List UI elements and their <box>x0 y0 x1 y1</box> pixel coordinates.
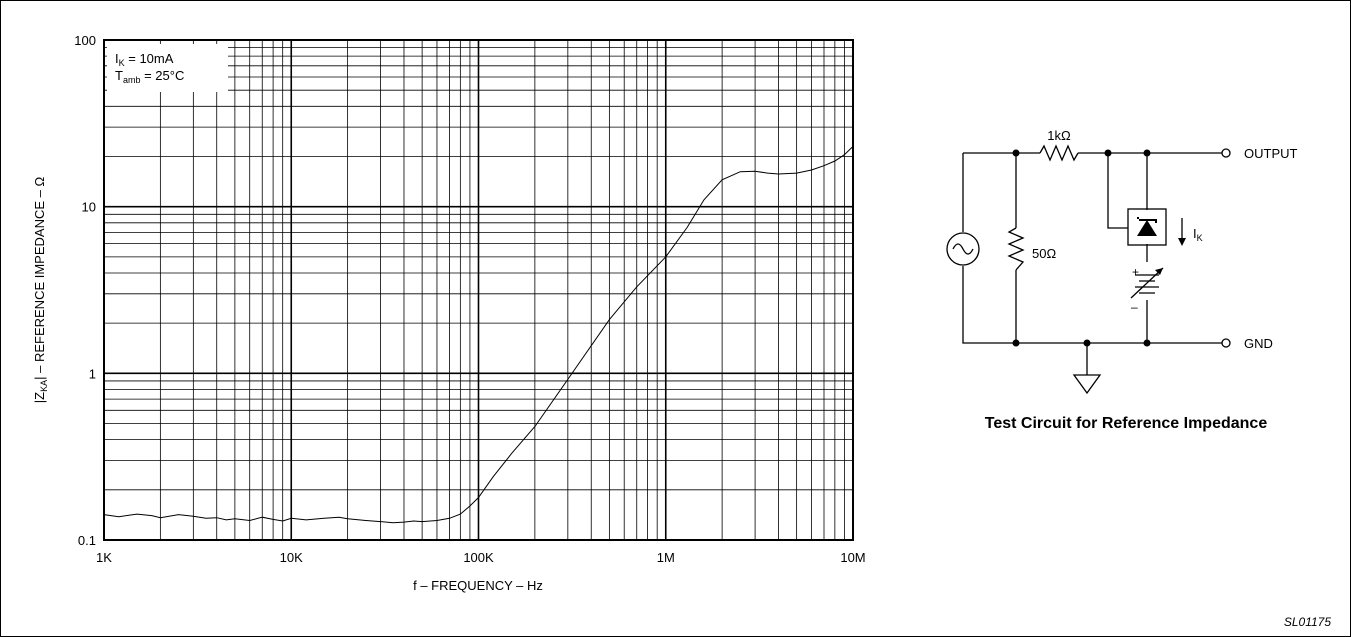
x-tick-label: 10M <box>840 550 865 565</box>
junction-dot <box>1104 149 1112 157</box>
resistor-1k-label: 1kΩ <box>1047 128 1071 143</box>
output-label: OUTPUT <box>1244 146 1298 161</box>
junction-dot <box>1012 149 1020 157</box>
variable-arrowhead <box>1155 268 1163 275</box>
y-tick-label: 100 <box>74 33 96 48</box>
annotation-temperature: Tamb = 25°C <box>115 68 184 85</box>
diode-bar-icon <box>1137 217 1157 223</box>
current-label: IK <box>1193 226 1203 243</box>
gnd-terminal-icon <box>1221 338 1231 348</box>
y-tick-label: 0.1 <box>78 533 96 548</box>
shunt-regulator-box <box>1127 208 1167 246</box>
junction-dot <box>1143 339 1151 347</box>
battery-minus-label: – <box>1131 300 1138 314</box>
sine-wave-icon <box>952 243 974 255</box>
battery-icon <box>1135 274 1159 294</box>
gnd-label: GND <box>1244 336 1273 351</box>
bottom-wire <box>962 266 1222 344</box>
ac-source-icon <box>946 232 980 266</box>
variable-arrow <box>1130 267 1164 299</box>
figure-code: SL01175 <box>1284 615 1331 629</box>
x-axis-label: f – FREQUENCY – Hz <box>413 578 543 593</box>
plot-area-border <box>103 39 854 541</box>
diode-triangle-icon <box>1137 220 1157 236</box>
output-terminal-icon <box>1221 148 1231 158</box>
y-axis-label: |ZKA| – REFERENCE IMPEDANCE – Ω <box>32 177 49 404</box>
current-arrowhead <box>1178 238 1186 246</box>
ground-icon <box>1072 374 1102 395</box>
x-tick-label: 1M <box>657 550 675 565</box>
annotation-box <box>107 44 228 92</box>
resistor-1k <box>1039 144 1079 162</box>
tick-labels: 1K 10K 100K 1M 10M 0.1 1 10 100 <box>74 33 865 565</box>
impedance-chart: 1K 10K 100K 1M 10M 0.1 1 10 100 IK = 10mA Tamb =… <box>32 33 866 593</box>
resistor-50 <box>1007 227 1025 271</box>
y-tick-label: 10 <box>82 200 96 215</box>
reference-wire <box>1107 153 1128 229</box>
junction-dot <box>1012 339 1020 347</box>
x-tick-label: 1K <box>96 550 112 565</box>
x-tick-label: 100K <box>463 550 494 565</box>
circuit-title: Test Circuit for Reference Impedance <box>985 415 1268 432</box>
impedance-series-line <box>103 146 854 524</box>
junction-dot <box>1083 339 1091 347</box>
y-tick-label: 1 <box>89 366 96 381</box>
junction-dot <box>1143 149 1151 157</box>
annotation-current: IK = 10mA <box>115 51 174 68</box>
x-tick-label: 10K <box>280 550 303 565</box>
resistor-50-label: 50Ω <box>1032 246 1056 261</box>
battery-plus-label: + <box>1132 265 1139 279</box>
